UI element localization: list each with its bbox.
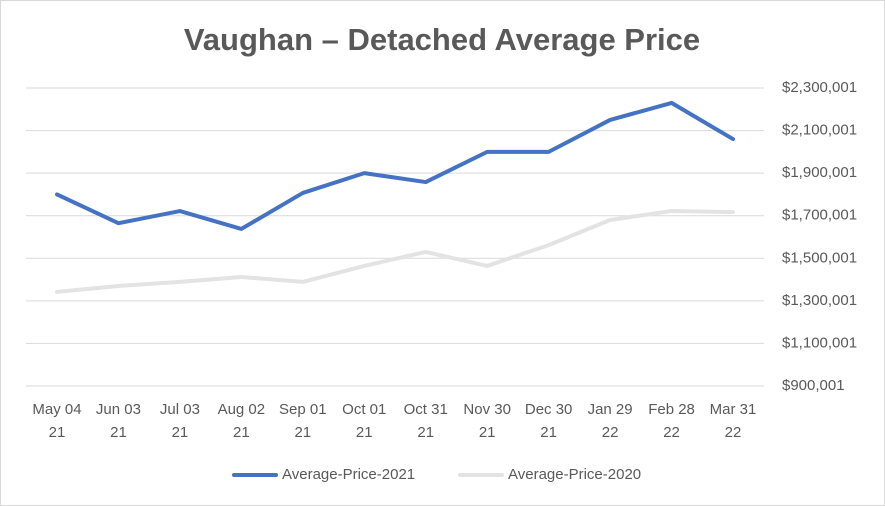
x-tick-label-line: 21 <box>233 424 250 441</box>
x-tick-label-line: 21 <box>110 424 127 441</box>
x-tick-label-line: 21 <box>49 424 66 441</box>
x-tick-label-line: Oct 01 <box>342 401 386 418</box>
y-tick-label: $1,500,001 <box>782 249 857 266</box>
y-tick-label: $1,300,001 <box>782 292 857 309</box>
x-tick-label-line: 21 <box>172 424 189 441</box>
y-tick-label: $1,900,001 <box>782 164 857 181</box>
x-tick-label: Dec 30 21 <box>525 401 573 441</box>
x-tick-label-line: 21 <box>294 424 311 441</box>
x-tick-label-line: Jun 03 <box>96 401 141 418</box>
x-tick-label-line: Jan 29 <box>588 401 633 418</box>
x-tick-label: Jul 03 21 <box>160 401 200 441</box>
x-tick-label-line: Jul 03 <box>160 401 200 418</box>
x-tick-label-line: 22 <box>602 424 619 441</box>
y-tick-label: $1,700,001 <box>782 207 857 224</box>
x-tick-label-line: 21 <box>479 424 496 441</box>
x-tick-label-line: 22 <box>725 424 742 441</box>
x-tick-label: Aug 02 21 <box>218 401 266 441</box>
x-tick-label: May 04 21 <box>32 401 81 441</box>
x-tick-label-line: Feb 28 <box>648 401 695 418</box>
y-tick-label: $2,100,001 <box>782 122 857 139</box>
x-tick-label-line: 22 <box>663 424 680 441</box>
series-line <box>55 100 735 231</box>
x-tick-label: Jan 29 22 <box>588 401 633 441</box>
series-line <box>55 209 735 294</box>
x-tick-label: Oct 01 21 <box>342 401 386 441</box>
x-tick-label-line: May 04 <box>32 401 81 418</box>
x-tick-label: Mar 31 22 <box>710 401 757 441</box>
x-tick-label-line: 21 <box>417 424 434 441</box>
x-tick-label: Sep 01 21 <box>279 401 327 441</box>
x-tick-label: Nov 30 21 <box>463 401 511 441</box>
x-tick-label-line: Dec 30 <box>525 401 573 418</box>
x-tick-label: Jun 03 21 <box>96 401 141 441</box>
x-tick-label-line: Mar 31 <box>710 401 757 418</box>
x-tick-label-line: Nov 30 <box>463 401 511 418</box>
x-tick-label-line: Aug 02 <box>218 401 266 418</box>
x-tick-label: Oct 31 21 <box>404 401 448 441</box>
y-tick-label: $2,300,001 <box>782 79 857 96</box>
legend-label: Average-Price-2021 <box>282 466 415 483</box>
y-tick-label: $900,001 <box>782 377 845 394</box>
y-tick-label: $1,100,001 <box>782 334 857 351</box>
chart-title: Vaughan – Detached Average Price <box>184 22 700 57</box>
x-tick-label-line: 21 <box>356 424 373 441</box>
x-tick-label: Feb 28 22 <box>648 401 695 441</box>
x-tick-label-line: Oct 31 <box>404 401 448 418</box>
x-tick-label-line: Sep 01 <box>279 401 327 418</box>
x-tick-label-line: 21 <box>540 424 557 441</box>
legend-label: Average-Price-2020 <box>508 466 641 483</box>
